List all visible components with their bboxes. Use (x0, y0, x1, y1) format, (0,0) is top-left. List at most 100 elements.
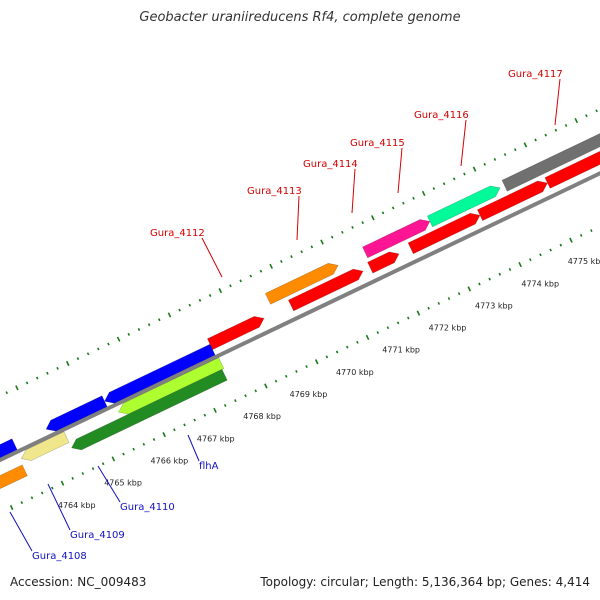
inner-tick-mark (9, 504, 14, 511)
leader-line (187, 434, 200, 462)
gene-label-gura_4112: Gura_4112 (150, 228, 205, 239)
inner-tick-mark (437, 301, 441, 305)
feature-arrow-red (407, 212, 481, 255)
outer-tick-mark (503, 153, 507, 157)
inner-tick-mark (30, 496, 34, 500)
leader-line (397, 147, 403, 194)
inner-tick-mark (71, 476, 74, 480)
outer-tick-mark (330, 235, 334, 239)
outer-tick-mark (554, 128, 558, 132)
inner-tick-mark (508, 267, 512, 271)
gene-label-gura_4117: Gura_4117 (508, 69, 563, 80)
gene-label-gura_4109: Gura_4109 (70, 530, 125, 541)
feature-arrow-yellowgreen (118, 357, 225, 415)
inner-tick-mark (335, 350, 339, 354)
tick-label: 4774 kbp (521, 279, 559, 288)
inner-tick-mark (142, 442, 146, 446)
outer-tick-mark (483, 162, 486, 166)
outer-tick-mark (107, 342, 110, 346)
inner-tick-mark (376, 331, 380, 335)
outer-tick-mark (595, 109, 598, 113)
outer-tick-mark (25, 381, 29, 385)
outer-tick-mark (513, 148, 517, 152)
leader-line (201, 237, 223, 278)
inner-tick-mark (40, 491, 44, 495)
outer-tick-mark (300, 250, 303, 254)
tick-label: 4768 kbp (243, 412, 281, 421)
inner-tick-mark (559, 243, 563, 247)
inner-tick-mark (173, 428, 176, 432)
leader-line (351, 168, 356, 214)
genome-stats-text: Topology: circular; Length: 5,136,364 bp… (260, 575, 590, 589)
outer-tick-mark (534, 138, 537, 142)
outer-tick-mark (208, 294, 212, 297)
outer-tick-mark (15, 385, 19, 391)
outer-tick-mark (5, 391, 8, 395)
leader-line (9, 511, 33, 552)
inner-tick-mark (345, 345, 349, 349)
outer-tick-mark (239, 279, 242, 283)
inner-tick-mark (498, 272, 502, 276)
outer-tick-mark (188, 303, 192, 307)
inner-tick-mark (183, 423, 186, 427)
leader-line (296, 195, 300, 241)
tick-label: 4775 kbp (568, 257, 600, 266)
outer-tick-mark (585, 114, 588, 118)
outer-tick-mark (341, 230, 344, 234)
outer-tick-mark (229, 284, 232, 288)
feature-arrow-blue (0, 438, 18, 459)
feature-arrow-red (476, 180, 548, 221)
feature-arrow-red (287, 268, 364, 312)
backbone-line (0, 171, 600, 463)
outer-tick-mark (218, 288, 223, 294)
outer-tick-mark (412, 196, 415, 200)
tick-label: 4771 kbp (382, 346, 420, 355)
inner-tick-mark (549, 248, 552, 252)
inner-tick-mark (579, 233, 583, 237)
outer-tick-mark (452, 177, 456, 181)
outer-tick-mark (116, 336, 121, 342)
inner-tick-mark (91, 467, 95, 471)
outer-tick-mark (65, 360, 70, 367)
outer-tick-mark (463, 172, 466, 176)
outer-tick-mark (280, 260, 283, 263)
inner-tick-mark (244, 394, 247, 398)
inner-tick-mark (223, 403, 227, 407)
feature-arrow-grey (501, 133, 600, 192)
gene-label-gura_4113: Gura_4113 (247, 186, 302, 197)
inner-tick-mark (529, 258, 532, 262)
inner-tick-mark (478, 282, 481, 286)
outer-tick-mark (178, 308, 181, 312)
inner-tick-mark (427, 306, 430, 310)
outer-tick-mark (137, 328, 141, 331)
inner-tick-mark (81, 472, 85, 475)
outer-tick-mark (361, 221, 364, 225)
outer-tick-mark (127, 332, 131, 336)
inner-tick-mark (162, 432, 166, 438)
inner-tick-mark (407, 316, 410, 320)
inner-tick-mark (203, 413, 207, 417)
inner-tick-mark (51, 486, 54, 490)
outer-tick-mark (269, 263, 273, 269)
feature-arrow-pink (362, 219, 431, 259)
outer-tick-mark (97, 347, 100, 351)
tick-label: 4764 kbp (58, 501, 96, 510)
outer-tick-mark (391, 206, 395, 210)
feature-arrow-red (367, 251, 400, 274)
outer-tick-mark (35, 376, 39, 380)
inner-tick-mark (569, 237, 573, 243)
outer-tick-mark (147, 323, 151, 327)
tick-label: 4766 kbp (151, 456, 189, 465)
outer-tick-mark (564, 123, 568, 127)
outer-tick-mark (544, 133, 548, 137)
outer-tick-mark (432, 187, 436, 191)
inner-tick-mark (396, 321, 400, 325)
gene-label-gura_4110: Gura_4110 (120, 502, 175, 513)
inner-tick-mark (325, 355, 329, 359)
inner-tick-mark (122, 452, 125, 456)
leader-line (47, 483, 71, 531)
outer-tick-mark (402, 201, 405, 205)
inner-tick-mark (457, 292, 461, 296)
inner-tick-mark (132, 447, 135, 451)
inner-tick-mark (213, 407, 217, 413)
